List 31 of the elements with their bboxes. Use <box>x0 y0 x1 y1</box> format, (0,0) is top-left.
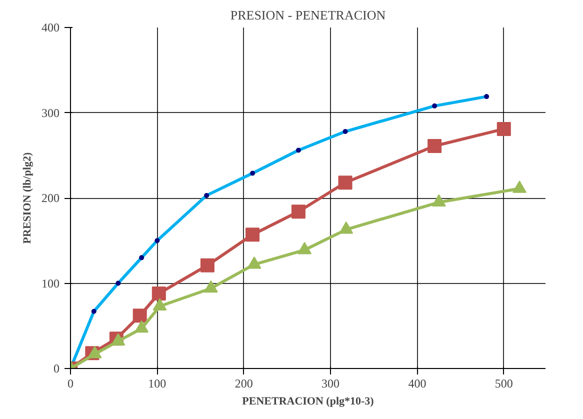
x-axis-title: PENETRACION (plg*10-3) <box>242 396 374 408</box>
y-tick-label: 200 <box>42 191 60 205</box>
point <box>247 256 262 269</box>
x-tick-label: 0 <box>68 376 74 390</box>
y-tick-label: 0 <box>54 362 60 376</box>
point <box>132 308 147 323</box>
x-tick-label: 500 <box>494 376 513 390</box>
point <box>200 258 214 272</box>
point <box>152 286 166 300</box>
y-axis-title: PRESION (lb/plg2) <box>22 152 34 244</box>
point <box>432 194 446 207</box>
point <box>298 242 312 254</box>
y-tick-label: 100 <box>42 276 60 290</box>
y-tick-label: 400 <box>42 20 60 34</box>
point <box>339 222 354 234</box>
point <box>246 228 260 242</box>
point <box>496 122 511 136</box>
point <box>291 204 306 219</box>
point <box>134 320 149 333</box>
point <box>152 298 167 311</box>
point <box>88 346 102 358</box>
point <box>338 176 352 190</box>
x-tick-label: 100 <box>148 376 166 390</box>
point <box>204 280 218 293</box>
y-tick-label: 300 <box>42 106 60 120</box>
x-tick-label: 200 <box>234 376 253 390</box>
point <box>512 180 526 193</box>
x-tick-label: 400 <box>408 376 426 390</box>
chart-title: PRESION - PENETRACION <box>230 8 386 22</box>
x-tick-label: 300 <box>322 376 340 390</box>
point <box>428 138 442 153</box>
